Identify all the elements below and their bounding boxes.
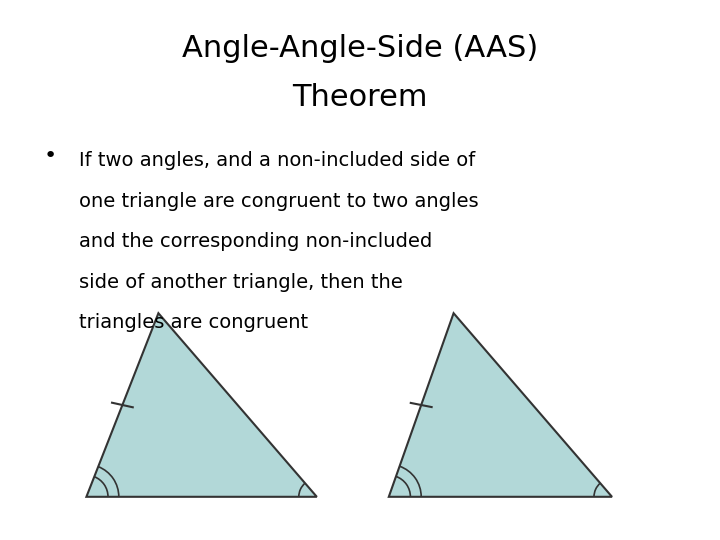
Text: triangles are congruent: triangles are congruent [79,313,308,332]
Polygon shape [389,313,612,497]
Polygon shape [86,313,317,497]
Text: •: • [43,146,56,166]
Text: If two angles, and a non-included side of: If two angles, and a non-included side o… [79,151,475,170]
Text: Angle-Angle-Side (AAS): Angle-Angle-Side (AAS) [182,34,538,63]
Text: Theorem: Theorem [292,83,428,112]
Text: and the corresponding non-included: and the corresponding non-included [79,232,433,251]
Text: one triangle are congruent to two angles: one triangle are congruent to two angles [79,192,479,211]
Text: side of another triangle, then the: side of another triangle, then the [79,273,403,292]
